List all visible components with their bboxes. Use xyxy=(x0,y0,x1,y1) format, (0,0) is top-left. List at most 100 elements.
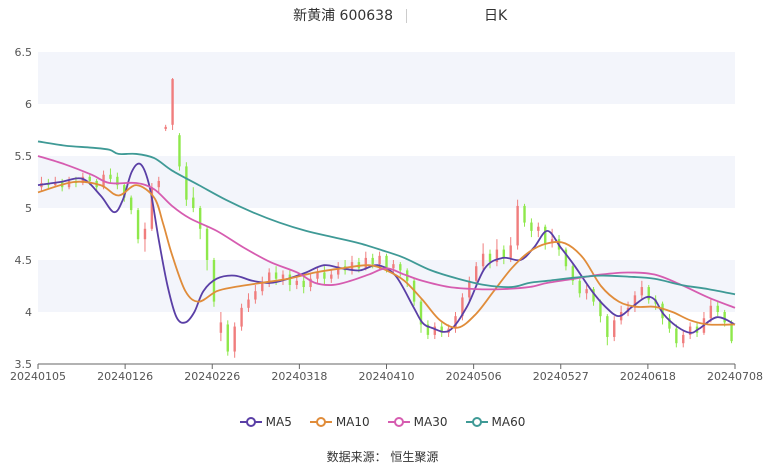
candle xyxy=(171,78,174,130)
candle-body xyxy=(198,208,202,229)
candle-body xyxy=(399,264,402,271)
candle-body xyxy=(88,176,91,181)
candle-body xyxy=(599,301,602,317)
candle-body xyxy=(185,166,188,200)
y-axis: 3.5 4 4.5 5 5.5 6 6.5 xyxy=(15,46,33,371)
candle-body xyxy=(392,264,395,269)
candle xyxy=(523,203,526,227)
candle-body xyxy=(675,328,678,344)
candle xyxy=(578,278,581,298)
candle-body xyxy=(302,280,305,288)
y-tick-label: 4 xyxy=(25,306,32,319)
candle xyxy=(281,270,285,285)
candle xyxy=(336,262,340,279)
candle-body xyxy=(571,266,575,281)
grid-band xyxy=(38,156,735,208)
candle xyxy=(564,247,568,271)
y-tick-label: 5.5 xyxy=(15,150,33,163)
candle xyxy=(288,270,292,292)
candle-body xyxy=(336,266,340,275)
candle xyxy=(440,322,443,337)
candle-body xyxy=(274,272,278,279)
candle-body xyxy=(261,282,264,292)
candle xyxy=(495,239,499,267)
x-tick-label: 20240708 xyxy=(707,370,763,383)
candle-body xyxy=(502,249,506,258)
candle-body xyxy=(330,274,333,279)
legend-swatch-icon xyxy=(465,417,488,427)
candle xyxy=(178,133,181,171)
candle xyxy=(516,199,519,250)
candle-body xyxy=(323,272,326,279)
candle-body xyxy=(640,287,644,296)
x-tick-label: 20240618 xyxy=(620,370,676,383)
candle xyxy=(185,162,188,206)
candle xyxy=(240,303,243,331)
candle xyxy=(585,284,588,300)
x-tick-label: 20240527 xyxy=(533,370,589,383)
x-tick-label: 20240318 xyxy=(271,370,327,383)
legend-swatch-icon xyxy=(309,417,332,427)
legend-item-ma60[interactable]: MA60 xyxy=(465,412,525,432)
candle-body xyxy=(682,334,685,344)
candle-body xyxy=(523,205,526,223)
candle-body xyxy=(67,180,71,188)
candle-body xyxy=(550,239,554,244)
legend-swatch-icon xyxy=(387,417,410,427)
candle-body xyxy=(171,79,174,125)
moving-average-lines xyxy=(37,140,736,334)
candle-body xyxy=(205,228,209,260)
candle xyxy=(530,218,533,238)
candle-body xyxy=(123,185,126,198)
candle xyxy=(233,322,236,358)
candle-body xyxy=(164,126,167,129)
candle-body xyxy=(226,324,229,352)
candle xyxy=(247,293,250,312)
series-line-ma10 xyxy=(37,180,736,329)
candle-body xyxy=(295,280,298,285)
candle-body xyxy=(516,205,519,246)
candle-body xyxy=(219,322,223,333)
candle xyxy=(454,312,457,333)
candle-body xyxy=(633,295,637,308)
data-source: 数据来源： 恒生聚源 xyxy=(326,450,439,464)
candle-body xyxy=(730,322,733,342)
candle xyxy=(261,276,264,296)
candle-body xyxy=(364,257,367,269)
candle xyxy=(136,208,140,244)
candle xyxy=(205,226,209,271)
candle xyxy=(192,187,195,213)
grid-band xyxy=(38,104,735,156)
x-tick-label: 20240226 xyxy=(184,370,240,383)
candle-body xyxy=(481,253,485,267)
candle-body xyxy=(509,245,512,258)
candle-body xyxy=(178,135,181,167)
y-tick-label: 6 xyxy=(25,98,32,111)
candle xyxy=(502,245,506,265)
candle xyxy=(709,299,713,323)
candle xyxy=(109,168,112,184)
candle-body xyxy=(81,176,85,184)
candle-body xyxy=(723,312,726,323)
legend-swatch-icon xyxy=(239,417,262,427)
candle xyxy=(399,262,402,277)
candle-body xyxy=(378,255,381,265)
x-tick-label: 20240126 xyxy=(97,370,153,383)
candle xyxy=(226,320,229,356)
grid-band xyxy=(38,312,735,364)
y-tick-label: 5 xyxy=(25,202,32,215)
candle xyxy=(330,270,333,283)
legend-item-ma10[interactable]: MA10 xyxy=(309,412,370,432)
candle xyxy=(295,276,298,290)
legend-item-ma30[interactable]: MA30 xyxy=(387,412,448,432)
candle xyxy=(212,257,216,307)
candle xyxy=(571,264,575,285)
candle-body xyxy=(309,278,312,288)
grid-bands xyxy=(38,52,735,364)
candle-body xyxy=(157,180,160,188)
candle-body xyxy=(668,318,671,329)
legend-item-ma5[interactable]: MA5 xyxy=(239,412,292,432)
candle xyxy=(364,251,367,271)
candle xyxy=(157,176,160,194)
candle-body xyxy=(116,176,119,186)
